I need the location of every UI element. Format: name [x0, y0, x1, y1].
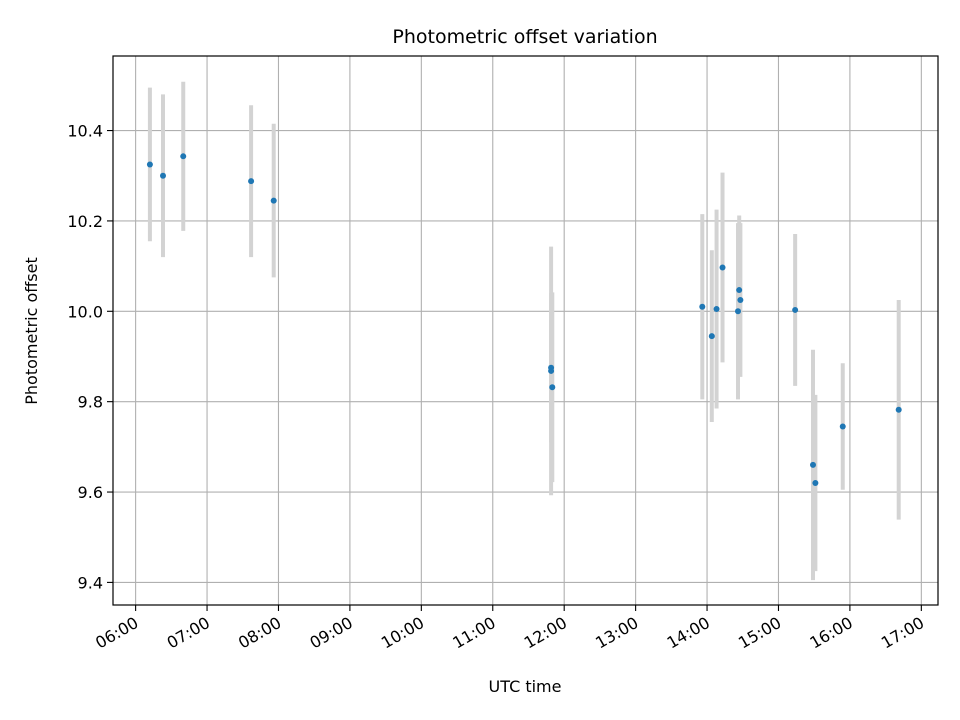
x-tick-label: 15:00 — [735, 613, 784, 653]
x-tick-label: 16:00 — [806, 613, 855, 653]
x-tick-label: 14:00 — [664, 613, 713, 653]
data-point — [737, 297, 744, 303]
data-point — [160, 172, 166, 179]
y-tick-label: 10.2 — [67, 212, 103, 231]
data-point — [736, 287, 743, 294]
data-point — [146, 161, 153, 168]
x-tick-label: 17:00 — [878, 613, 927, 653]
data-point — [839, 423, 846, 430]
data-point — [713, 306, 720, 313]
x-tick-label: 11:00 — [449, 613, 498, 653]
data-point — [895, 406, 902, 413]
data-point — [248, 178, 255, 185]
x-tick-label: 08:00 — [235, 613, 284, 653]
x-tick-label: 13:00 — [592, 613, 641, 653]
data-point — [735, 308, 741, 315]
data-point — [792, 306, 799, 313]
data-point — [719, 264, 726, 271]
data-point — [708, 333, 715, 340]
data-point — [812, 480, 819, 486]
chart-title: Photometric offset variation — [392, 26, 657, 48]
x-tick-label: 12:00 — [521, 613, 570, 653]
grid — [113, 56, 938, 605]
y-axis-ticks: 9.4 9.6 9.8 10.0 10.2 10.4 — [67, 122, 113, 592]
data-points — [146, 153, 902, 486]
y-tick-label: 9.4 — [78, 573, 103, 592]
x-tick-label: 10:00 — [378, 613, 427, 653]
y-tick-label: 10.0 — [67, 302, 103, 321]
plot-frame — [112, 55, 939, 606]
x-tick-label: 07:00 — [164, 613, 213, 653]
data-point — [699, 303, 706, 310]
error-bars — [147, 81, 901, 581]
data-point — [548, 364, 555, 371]
x-tick-label: 09:00 — [306, 613, 355, 653]
y-tick-label: 9.6 — [78, 483, 103, 502]
y-axis-label: Photometric offset — [22, 257, 41, 405]
data-point — [180, 153, 187, 160]
y-tick-label: 9.8 — [78, 393, 103, 412]
data-point — [270, 197, 277, 204]
x-axis-ticks: 06:00 07:00 08:00 09:00 10:00 11:00 12:00 13:00… — [92, 605, 927, 653]
x-tick-label: 06:00 — [92, 613, 141, 653]
data-point — [810, 461, 816, 468]
x-axis-label: UTC time — [489, 677, 562, 696]
y-tick-label: 10.4 — [67, 122, 103, 141]
data-point — [549, 384, 556, 391]
